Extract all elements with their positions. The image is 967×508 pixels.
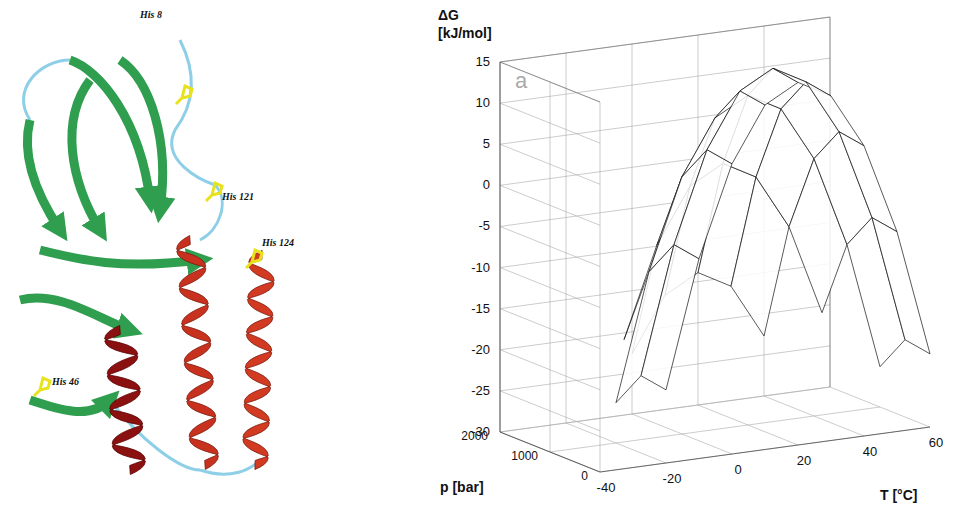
- svg-text:His 121: His 121: [221, 191, 254, 202]
- svg-text:5: 5: [483, 136, 490, 151]
- svg-text:20: 20: [797, 453, 811, 468]
- svg-text:40: 40: [863, 444, 877, 459]
- svg-text:-25: -25: [471, 383, 490, 398]
- svg-text:ΔG: ΔG: [438, 7, 459, 23]
- svg-text:-20: -20: [663, 471, 682, 486]
- svg-text:-40: -40: [597, 480, 616, 495]
- svg-text:a: a: [515, 68, 528, 93]
- svg-text:-20: -20: [471, 342, 490, 357]
- svg-text:1000: 1000: [511, 449, 538, 463]
- svg-text:-5: -5: [478, 218, 490, 233]
- svg-text:60: 60: [929, 435, 943, 450]
- svg-text:His 46: His 46: [51, 376, 79, 387]
- svg-text:p [bar]: p [bar]: [440, 479, 484, 495]
- svg-text:0: 0: [734, 462, 741, 477]
- svg-text:-10: -10: [471, 260, 490, 275]
- svg-text:His 8: His 8: [139, 9, 162, 20]
- svg-text:His 124: His 124: [261, 237, 294, 248]
- svg-text:15: 15: [476, 54, 490, 69]
- svg-text:2000: 2000: [461, 429, 488, 443]
- svg-text:0: 0: [581, 469, 588, 483]
- svg-text:-15: -15: [471, 301, 490, 316]
- svg-text:0: 0: [483, 177, 490, 192]
- svg-text:[kJ/mol]: [kJ/mol]: [438, 25, 492, 41]
- svg-text:T [°C]: T [°C]: [880, 487, 917, 503]
- svg-text:10: 10: [476, 95, 490, 110]
